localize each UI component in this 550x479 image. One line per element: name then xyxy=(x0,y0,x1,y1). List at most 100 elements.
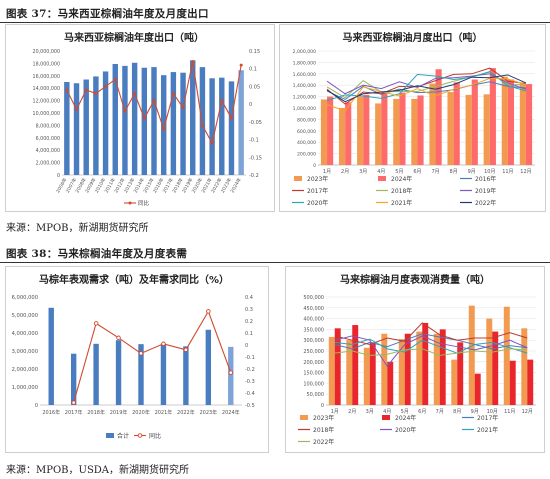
y2-tick-label: 0.4 xyxy=(245,295,253,301)
bar xyxy=(507,79,515,165)
bar xyxy=(447,92,454,165)
yoy-point xyxy=(210,141,214,145)
bar xyxy=(328,336,335,405)
x-tick-label: 9月 xyxy=(471,409,479,415)
yoy-point xyxy=(113,77,117,81)
y-tick-label: 50,000 xyxy=(307,392,325,398)
legend-swatch xyxy=(300,415,308,420)
legend-label: 同比 xyxy=(138,199,150,207)
yoy-point xyxy=(84,88,88,92)
x-tick-label: 1月 xyxy=(331,409,339,415)
figure-38-source: 来源：MPOB，USDA，新湖期货研究所 xyxy=(6,465,190,476)
annual-demand-chart-svg: 马棕年表观需求（吨）及年需求同比（%） 0 1,000,000 2,000,000 3,… xyxy=(12,273,255,440)
x-tick-label: 11月 xyxy=(502,169,513,175)
bar xyxy=(70,353,77,405)
monthly-consumption-chart-svg: 马来棕榈油月度表观消费量（吨） 0 50,000 100,000 150,000 200,… xyxy=(298,273,536,446)
y-tick-label: 2,000,000 xyxy=(293,49,316,55)
x-tick-label: 9月 xyxy=(468,169,476,175)
y-tick-label: 500,000 xyxy=(303,295,324,301)
monthly-export-chart: 马来西亚棕榈油月度出口（吨） 0 200,000 400,000 600,000 800,… xyxy=(279,24,546,212)
y-tick-label: 200,000 xyxy=(297,152,316,158)
bar xyxy=(369,342,376,405)
y2-tick-label: -0.5 xyxy=(245,403,255,409)
legend-label: 2017年 xyxy=(307,187,328,195)
y2-tick-label: 0 xyxy=(249,102,252,108)
yoy-point xyxy=(93,321,99,326)
yoy-point xyxy=(161,341,166,347)
x-tick-label: 3月 xyxy=(366,409,374,415)
legend-marker xyxy=(128,201,132,205)
bar xyxy=(525,84,533,165)
annual-export-chart-svg: 马来西亚棕榈油年度出口（吨） 0 2,000,000 4,000,000 6,000,0… xyxy=(33,31,262,207)
x-tick-label: 7月 xyxy=(431,169,439,175)
y-tick-label: 16,000,000 xyxy=(33,74,60,80)
yoy-point xyxy=(200,123,204,127)
y-tick-label: 450,000 xyxy=(303,306,324,312)
yoy-line xyxy=(73,310,232,403)
series-line xyxy=(334,322,528,346)
bar xyxy=(73,83,80,175)
y2-tick-label: -0.4 xyxy=(245,391,255,397)
bar xyxy=(471,79,478,165)
legend-label: 2021年 xyxy=(391,199,412,207)
y-tick-label: 6,000,000 xyxy=(36,136,60,142)
x-tick-label: 12月 xyxy=(522,409,533,415)
y-tick-label: 0 xyxy=(321,403,324,409)
legend-label: 2024年 xyxy=(395,414,416,422)
series-line xyxy=(334,335,528,367)
bar xyxy=(404,333,411,405)
y2-tick-label: -0.1 xyxy=(249,138,259,144)
bar xyxy=(93,76,99,175)
bar xyxy=(131,62,138,175)
y-tick-label: 1,400,000 xyxy=(293,83,316,89)
x-tick-label: 2018年 xyxy=(87,409,105,416)
y-tick-label: 10,000,000 xyxy=(33,111,60,117)
bar xyxy=(48,307,54,405)
bar xyxy=(228,346,234,405)
x-tick-label: 2022年 xyxy=(177,409,195,416)
bar xyxy=(112,64,118,175)
bar xyxy=(334,328,341,405)
y-tick-label: 8,000,000 xyxy=(36,123,60,129)
y-tick-label: 2,000,000 xyxy=(12,367,38,373)
legend-label: 2021年 xyxy=(477,426,498,434)
chart-title: 马来西亚棕榈油年度出口（吨） xyxy=(64,31,204,44)
y-tick-label: 400,000 xyxy=(303,317,324,323)
x-tick-label: 5月 xyxy=(395,169,403,175)
legend-label: 2019年 xyxy=(475,187,496,195)
y-tick-label: 1,000,000 xyxy=(293,106,316,112)
y-tick-label: 3,000,000 xyxy=(12,349,38,355)
yoy-point xyxy=(123,109,127,113)
bar xyxy=(102,71,109,175)
bar xyxy=(151,67,157,175)
x-tick-label: 2021年 xyxy=(155,409,173,416)
series-line xyxy=(326,67,527,105)
bar xyxy=(411,98,418,165)
bar xyxy=(363,347,370,405)
bar xyxy=(228,81,235,175)
figure-37-source: 来源：MPOB，新湖期货研究所 xyxy=(6,223,149,234)
legend-label: 2023年 xyxy=(313,414,334,422)
monthly-consumption-chart: 马来棕榈油月度表观消费量（吨） 0 50,000 100,000 150,000 200,… xyxy=(285,266,545,453)
legend-label: 2024年 xyxy=(391,175,412,183)
legend-label: 2022年 xyxy=(475,199,496,207)
y2-tick-label: 0.3 xyxy=(245,307,253,313)
x-tick-label: 2024年 xyxy=(222,409,240,416)
monthly-export-chart-svg: 马来西亚棕榈油月度出口（吨） 0 200,000 400,000 600,000 800,… xyxy=(292,31,535,207)
title-rule xyxy=(0,22,550,23)
figure-37-title: 图表 37：马来西亚棕榈油年度及月度出口 xyxy=(6,8,209,20)
bar xyxy=(501,76,508,165)
bar xyxy=(205,329,212,405)
y-tick-label: 100,000 xyxy=(303,381,324,387)
yoy-point xyxy=(94,92,98,96)
series-line xyxy=(326,73,527,95)
legend-label: 同比 xyxy=(149,432,161,440)
bar xyxy=(509,360,516,405)
bar xyxy=(115,340,122,405)
legend-label: 2022年 xyxy=(313,438,334,446)
bar xyxy=(180,72,186,175)
chart-title: 马来西亚棕榈油月度出口（吨） xyxy=(343,31,483,44)
y-tick-label: 200,000 xyxy=(303,360,324,366)
legend-label: 2018年 xyxy=(391,187,412,195)
bar xyxy=(483,94,490,165)
